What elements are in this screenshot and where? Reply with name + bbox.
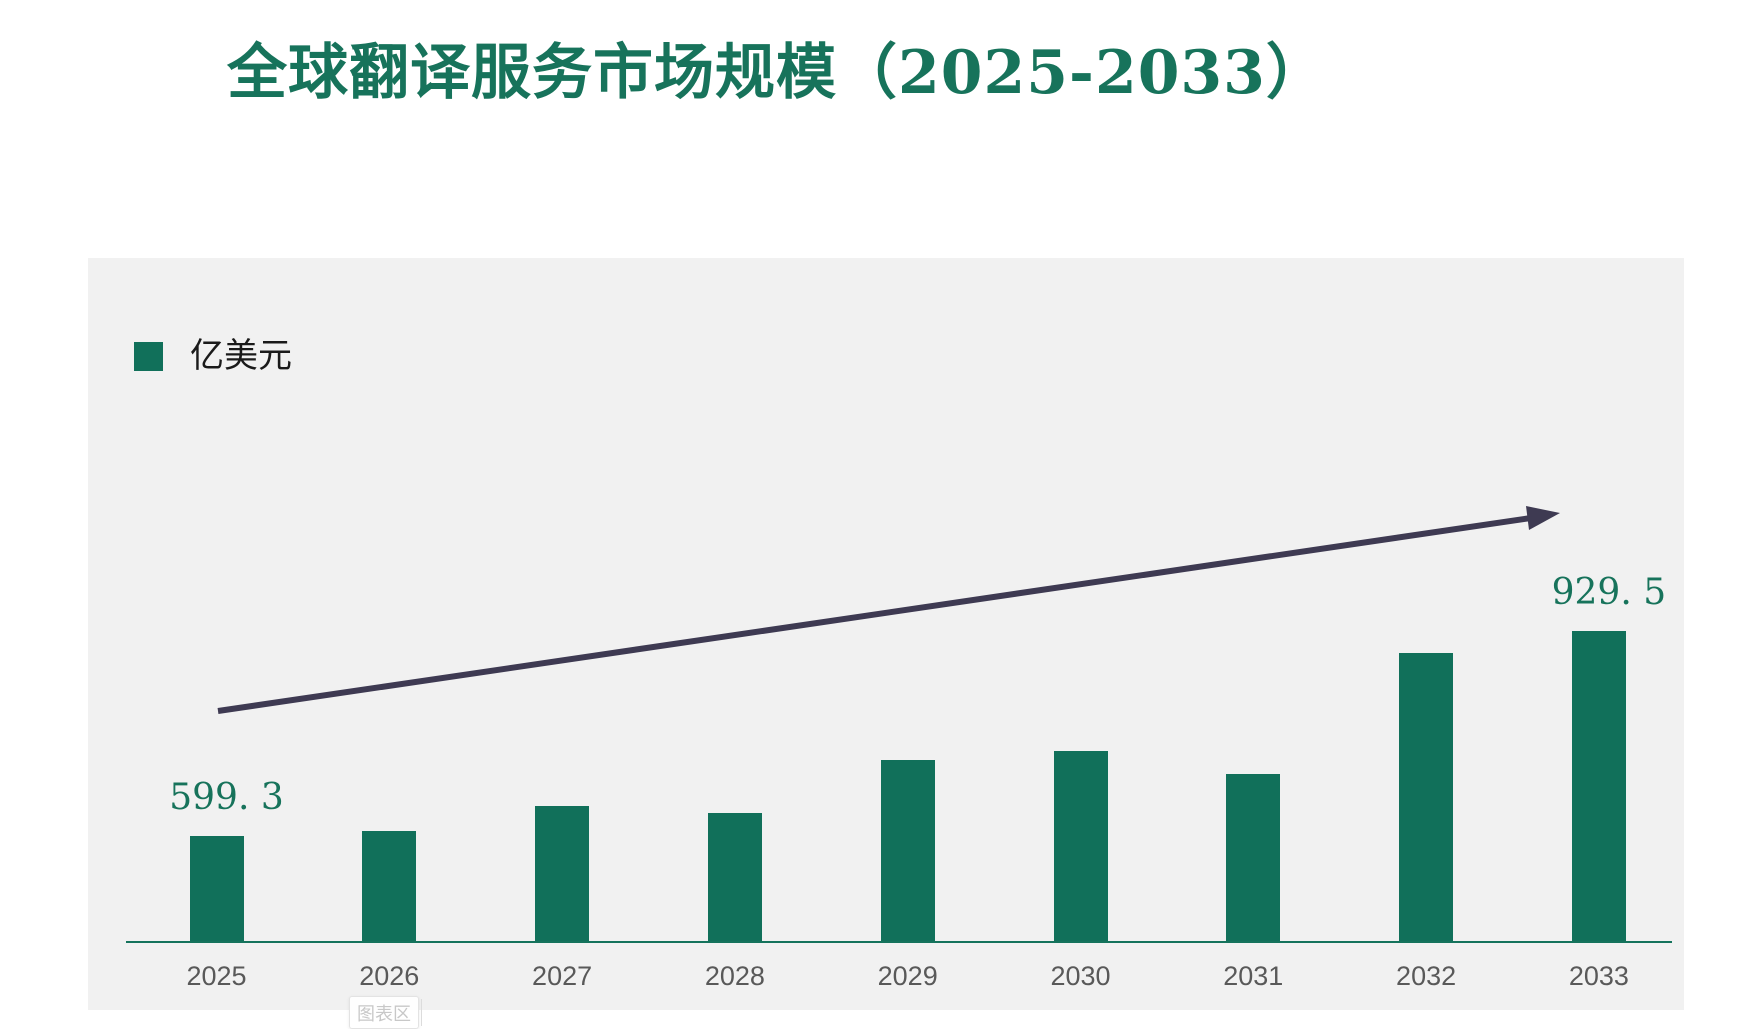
data-label-2033[interactable]: 929. 5 xyxy=(1551,572,1667,613)
axis-tick-label-2028: 2028 xyxy=(704,961,765,991)
chart-area-tooltip: 图表区 xyxy=(349,996,419,1029)
axis-tick-label-2026: 2026 xyxy=(359,961,420,991)
axis-tick-label-2032: 2032 xyxy=(1396,961,1457,991)
bar-2031[interactable] xyxy=(1226,774,1281,942)
bar-2033[interactable] xyxy=(1571,631,1626,942)
legend[interactable]: 亿美元 xyxy=(134,336,292,376)
axis-tick-label-2025: 2025 xyxy=(186,961,247,991)
bar-2025[interactable] xyxy=(189,836,244,942)
chart-area-tooltip-text: 图表区 xyxy=(357,1003,411,1024)
bar-2027[interactable] xyxy=(535,806,590,942)
legend-label: 亿美元 xyxy=(190,336,292,376)
axis-tick-label-2033: 2033 xyxy=(1568,961,1629,991)
bar-2026[interactable] xyxy=(362,831,417,942)
axis-tick-label-2031: 2031 xyxy=(1223,961,1284,991)
cursor-caret xyxy=(421,999,422,1026)
chart-title[interactable]: 全球翻译服务市场规模（2025-2033） xyxy=(227,38,1327,108)
chart-plot-area[interactable]: 亿美元 2025 2026 2027 2028 2029 2030 2031 2032 2033… xyxy=(88,258,1684,1010)
axis-tick-label-2029: 2029 xyxy=(877,961,938,991)
bar-2029[interactable] xyxy=(880,760,935,942)
category-axis-line[interactable] xyxy=(126,941,1672,943)
axis-tick-label-2027: 2027 xyxy=(532,961,593,991)
bar-2030[interactable] xyxy=(1053,751,1108,942)
data-label-2025[interactable]: 599. 3 xyxy=(169,777,284,818)
legend-swatch-icon xyxy=(134,342,163,371)
bar-2028[interactable] xyxy=(707,813,762,942)
bar-2032[interactable] xyxy=(1399,653,1454,942)
axis-tick-label-2030: 2030 xyxy=(1050,961,1111,991)
